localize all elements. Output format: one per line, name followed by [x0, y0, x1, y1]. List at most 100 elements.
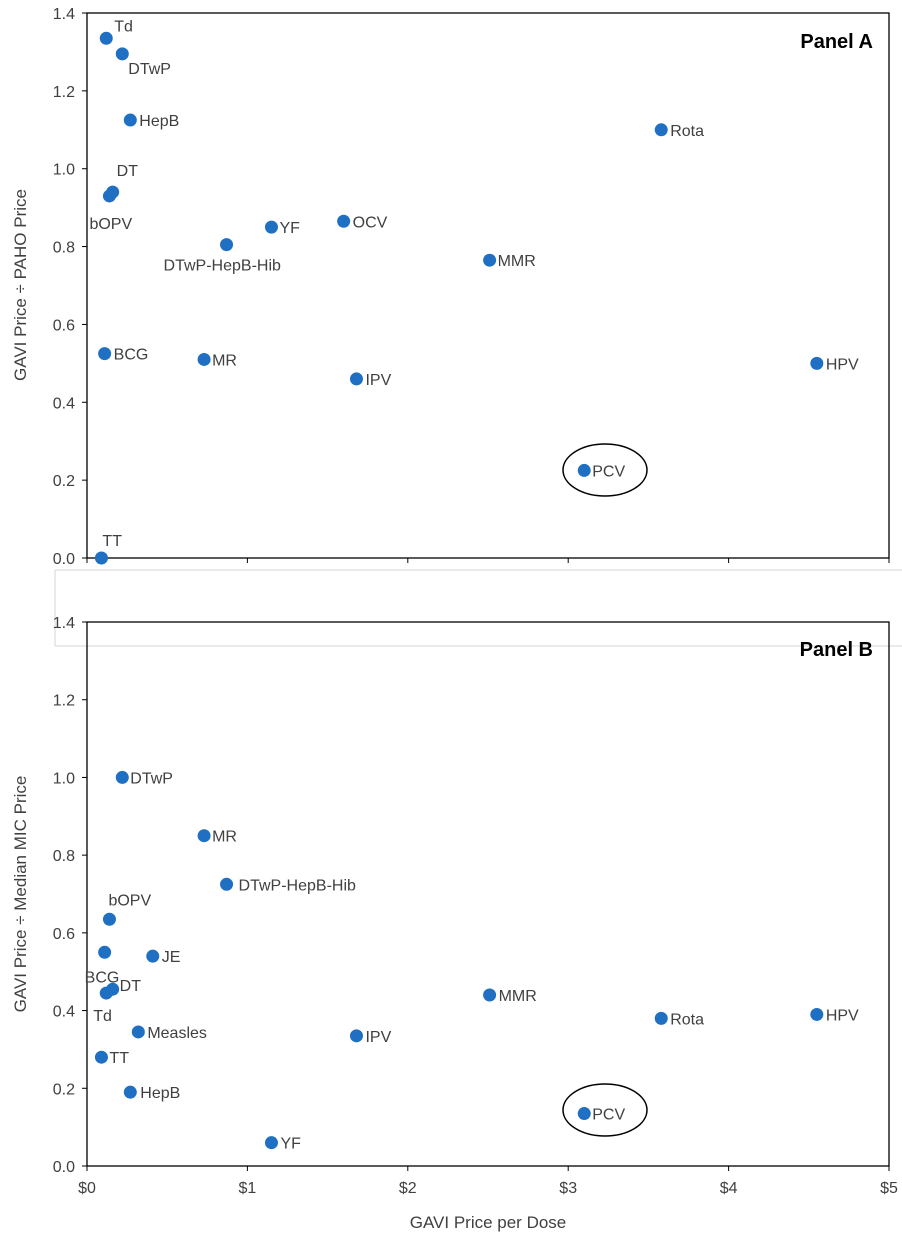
- panel-b-point-hepb: [123, 1085, 137, 1099]
- panel-b-point-yf: [264, 1136, 278, 1150]
- panel-a-points: Td DTwP HepB DT bOPV DTwP-HepB-Hib YF OCV MMR Rot…: [89, 18, 859, 565]
- panel-b-point-label-measles: Measles: [147, 1025, 207, 1042]
- panel-a-point-yf: [264, 220, 278, 234]
- panel-a-point-hepb: [123, 113, 137, 127]
- panel-b-y-tick-label: 0.8: [53, 848, 75, 865]
- panel-a-point-td: [99, 31, 113, 45]
- panel-b-point-label-rota: Rota: [670, 1011, 704, 1028]
- panel-b-points: DTwP MR DTwP-HepB-Hib bOPV BCG JE DT Td Measles I…: [85, 770, 859, 1152]
- panel-b-x-tick-label: $4: [720, 1180, 738, 1197]
- panel-a-y-tick-label: 0.6: [53, 317, 75, 334]
- panel-a-point-label-bcg: BCG: [114, 347, 149, 364]
- panel-a-point-dtwp-hepb-hib: [220, 238, 234, 252]
- panel-b-plot-frame: [86, 621, 890, 1167]
- panel-b-point-pcv: [577, 1107, 591, 1121]
- panel-a-point-label-hepb: HepB: [139, 113, 179, 130]
- panel-b-point-dtwp: [115, 770, 129, 784]
- panel-b-y-tick-label: 0.2: [53, 1081, 75, 1098]
- panel-b-point-label-td: Td: [93, 1008, 112, 1025]
- panel-b-x-tick-label: $0: [78, 1180, 96, 1197]
- panel-b-x-tick-label: $5: [880, 1180, 898, 1197]
- panel-a-point-label-rota: Rota: [670, 123, 704, 140]
- panel-a: Panel A GAVI Price ÷ PAHO Price 0.00.20.…: [11, 6, 890, 568]
- panel-a-point-label-bopv: bOPV: [89, 216, 132, 233]
- panel-gap: [54, 569, 902, 647]
- panel-a-point-hpv: [810, 356, 824, 370]
- panel-b-highlight-ellipse: [562, 1083, 648, 1137]
- panel-b-point-td: [99, 986, 113, 1000]
- panel-a-point-label-dt: DT: [117, 163, 139, 180]
- panel-a-point-label-hpv: HPV: [826, 356, 859, 373]
- panel-a-y-tick-label: 0.8: [53, 240, 75, 257]
- panel-a-point-rota: [654, 123, 668, 137]
- panel-a-point-mmr: [483, 253, 497, 267]
- panel-a-point-label-pcv: PCV: [592, 463, 625, 480]
- panel-a-y-axis-title: GAVI Price ÷ PAHO Price: [11, 189, 30, 381]
- panel-a-point-label-ipv: IPV: [365, 372, 391, 389]
- panel-b-point-label-dt: DT: [120, 978, 142, 995]
- panel-b-point-label-mmr: MMR: [499, 988, 537, 1005]
- panel-a-point-label-ocv: OCV: [353, 214, 388, 231]
- panel-b-x-tick-label: $1: [239, 1180, 257, 1197]
- panel-a-point-label-td: Td: [114, 18, 133, 35]
- panel-b-point-label-hpv: HPV: [826, 1007, 859, 1024]
- panel-b-title: Panel B: [800, 639, 873, 661]
- panel-a-y-ticks: 0.0 0.2 0.4 0.6 0.8 1.0 1.2 1.4: [53, 6, 87, 568]
- panel-b-point-label-bcg: BCG: [85, 969, 120, 986]
- panel-b-point-je: [146, 949, 160, 963]
- panel-a-point-label-mr: MR: [212, 352, 237, 369]
- panel-b-point-label-dtwp-hepb-hib: DTwP-HepB-Hib: [239, 877, 356, 894]
- panel-a-y-tick-label: 1.2: [53, 84, 75, 101]
- panel-a-point-label-mmr: MMR: [498, 253, 536, 270]
- panel-b-point-rota: [654, 1011, 668, 1025]
- panel-a-point-label-tt: TT: [102, 533, 122, 550]
- panel-b-point-label-je: JE: [162, 949, 181, 966]
- panel-a-highlight-ellipse: [562, 443, 648, 497]
- panel-a-point-label-yf: YF: [279, 220, 300, 237]
- panel-a-point-tt: [94, 551, 108, 565]
- panel-b-x-ticks: $0 $1 $2 $3 $4 $5: [78, 1180, 898, 1197]
- panel-b-point-ipv: [349, 1029, 363, 1043]
- panel-b-y-tick-label: 0.4: [53, 1004, 75, 1021]
- panel-b-point-dtwp-hepb-hib: [220, 877, 234, 891]
- panel-b: Panel B GAVI Price ÷ Median MIC Price GA…: [11, 615, 898, 1232]
- panel-a-point-mr: [197, 352, 211, 366]
- panel-a-title: Panel A: [800, 31, 873, 53]
- panel-a-point-bcg: [98, 347, 112, 361]
- panel-b-y-tick-label: 1.0: [53, 770, 75, 787]
- panel-a-point-ipv: [349, 372, 363, 386]
- panel-b-point-label-dtwp: DTwP: [130, 770, 173, 787]
- panel-a-y-tick-label: 1.4: [53, 6, 75, 23]
- panel-b-y-tick-label: 0.0: [53, 1159, 75, 1176]
- panel-b-point-label-ipv: IPV: [365, 1029, 391, 1046]
- panel-a-point-label-dtwp-hepb-hib: DTwP-HepB-Hib: [164, 258, 281, 275]
- panel-b-x-tick-label: $2: [399, 1180, 417, 1197]
- panel-b-point-label-tt: TT: [109, 1050, 129, 1067]
- panel-a-point-dtwp: [115, 47, 129, 61]
- panel-b-point-label-mr: MR: [212, 829, 237, 846]
- panel-b-point-hpv: [810, 1007, 824, 1021]
- panel-b-y-axis-title: GAVI Price ÷ Median MIC Price: [11, 776, 30, 1013]
- panel-b-point-mr: [197, 829, 211, 843]
- panel-a-point-bopv: [102, 189, 116, 203]
- panel-b-point-measles: [131, 1025, 145, 1039]
- panel-b-point-label-hepb: HepB: [140, 1085, 180, 1102]
- panel-b-point-label-pcv: PCV: [592, 1107, 625, 1124]
- panel-a-point-ocv: [337, 214, 351, 228]
- panel-a-y-tick-label: 1.0: [53, 162, 75, 179]
- panel-b-point-bcg: [98, 945, 112, 959]
- panel-b-y-tick-label: 1.4: [53, 615, 75, 632]
- panel-b-point-tt: [94, 1050, 108, 1064]
- panel-b-y-tick-label: 0.6: [53, 926, 75, 943]
- panel-a-y-tick-label: 0.4: [53, 395, 75, 412]
- panel-b-point-mmr: [483, 988, 497, 1002]
- panel-a-y-tick-label: 0.0: [53, 551, 75, 568]
- panel-b-x-tick-label: $3: [559, 1180, 577, 1197]
- panel-b-x-axis-title: GAVI Price per Dose: [410, 1213, 567, 1232]
- panel-a-point-pcv: [577, 463, 591, 477]
- panel-b-y-ticks: 0.0 0.2 0.4 0.6 0.8 1.0 1.2 1.4: [53, 615, 87, 1176]
- panel-b-point-label-yf: YF: [280, 1136, 301, 1153]
- panel-b-point-label-bopv: bOPV: [108, 892, 151, 909]
- panel-b-y-tick-label: 1.2: [53, 693, 75, 710]
